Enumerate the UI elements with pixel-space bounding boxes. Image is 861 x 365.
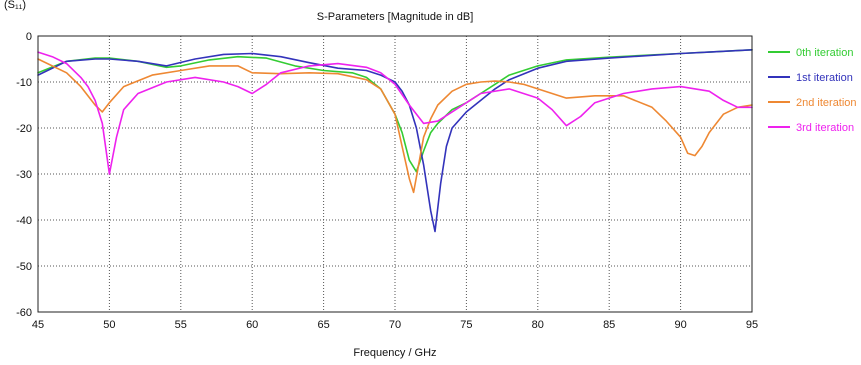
legend-label-3: 3rd iteration: [796, 122, 854, 134]
series-line-0: [37, 49, 753, 173]
plot-border: [37, 35, 753, 313]
x-tick-label: 85: [603, 319, 615, 331]
y-tick-label: -30: [16, 169, 32, 181]
chart-title: S-Parameters [Magnitude in dB]: [317, 11, 474, 23]
y-tick-label: -40: [16, 215, 32, 227]
y-tick-labels: 0 -10 -20 -30 -40 -50 -60: [16, 31, 32, 319]
x-tick-label: 90: [674, 319, 686, 331]
x-axis-label: Frequency / GHz: [353, 347, 436, 359]
series-line-2: [37, 58, 753, 194]
x-tick-label: 65: [317, 319, 329, 331]
y-tick-label: -10: [16, 77, 32, 89]
corner-label: (S₁₁): [4, 0, 26, 11]
grid: [38, 36, 752, 312]
x-tick-label: 60: [246, 319, 258, 331]
x-tick-label: 50: [103, 319, 115, 331]
y-tick-label: -50: [16, 261, 32, 273]
legend-label-1: 1st iteration: [796, 72, 853, 84]
x-tick-label: 95: [746, 319, 758, 331]
series-line-1: [37, 49, 753, 233]
y-tick-label: -20: [16, 123, 32, 135]
x-tick-label: 55: [175, 319, 187, 331]
x-tick-label: 75: [460, 319, 472, 331]
series-lines: [37, 49, 753, 233]
x-tick-label: 70: [389, 319, 401, 331]
legend-label-0: 0th iteration: [796, 47, 853, 59]
x-tick-label: 80: [532, 319, 544, 331]
series-line-3: [37, 51, 753, 175]
legend: 0th iteration 1st iteration 2nd iteration 3…: [768, 47, 857, 134]
y-tick-label: -60: [16, 307, 32, 319]
y-tick-label: 0: [26, 31, 32, 43]
x-tick-label: 45: [32, 319, 44, 331]
x-tick-labels: 45 50 55 60 65 70 75 80 85 90 95: [32, 319, 758, 331]
legend-label-2: 2nd iteration: [796, 97, 857, 109]
